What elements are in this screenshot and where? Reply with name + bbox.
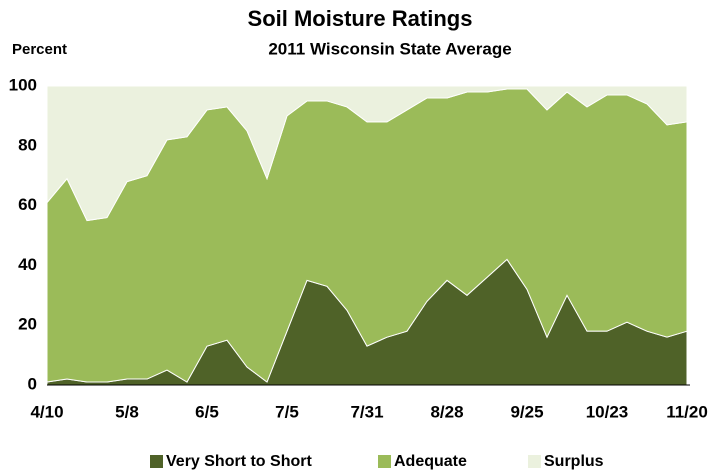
x-tick-label: 9/25 <box>510 402 543 421</box>
chart-title: Soil Moisture Ratings <box>248 6 473 31</box>
y-tick-label: 40 <box>18 255 37 274</box>
x-tick-label: 10/23 <box>586 402 629 421</box>
y-tick-label: 0 <box>28 374 37 393</box>
y-tick-label: 60 <box>18 195 37 214</box>
legend-swatch <box>150 455 163 468</box>
x-tick-label: 8/28 <box>430 402 463 421</box>
y-tick-label: 20 <box>18 315 37 334</box>
legend-swatch <box>378 455 391 468</box>
area <box>46 85 688 222</box>
legend-label: Adequate <box>394 453 467 470</box>
y-tick-label: 100 <box>9 75 37 94</box>
legend-label: Very Short to Short <box>166 453 312 470</box>
legend-swatch <box>528 455 541 468</box>
y-tick-label: 80 <box>18 135 37 154</box>
x-tick-label: 11/20 <box>666 402 708 421</box>
x-tick-label: 7/31 <box>350 402 383 421</box>
chart-subtitle: 2011 Wisconsin State Average <box>268 39 511 58</box>
y-axis-label: Percent <box>12 41 67 58</box>
x-tick-label: 6/5 <box>195 402 219 421</box>
x-tick-label: 7/5 <box>275 402 299 421</box>
x-tick-label: 4/10 <box>30 402 63 421</box>
x-tick-label: 5/8 <box>115 402 139 421</box>
legend-label: Surplus <box>544 453 604 470</box>
